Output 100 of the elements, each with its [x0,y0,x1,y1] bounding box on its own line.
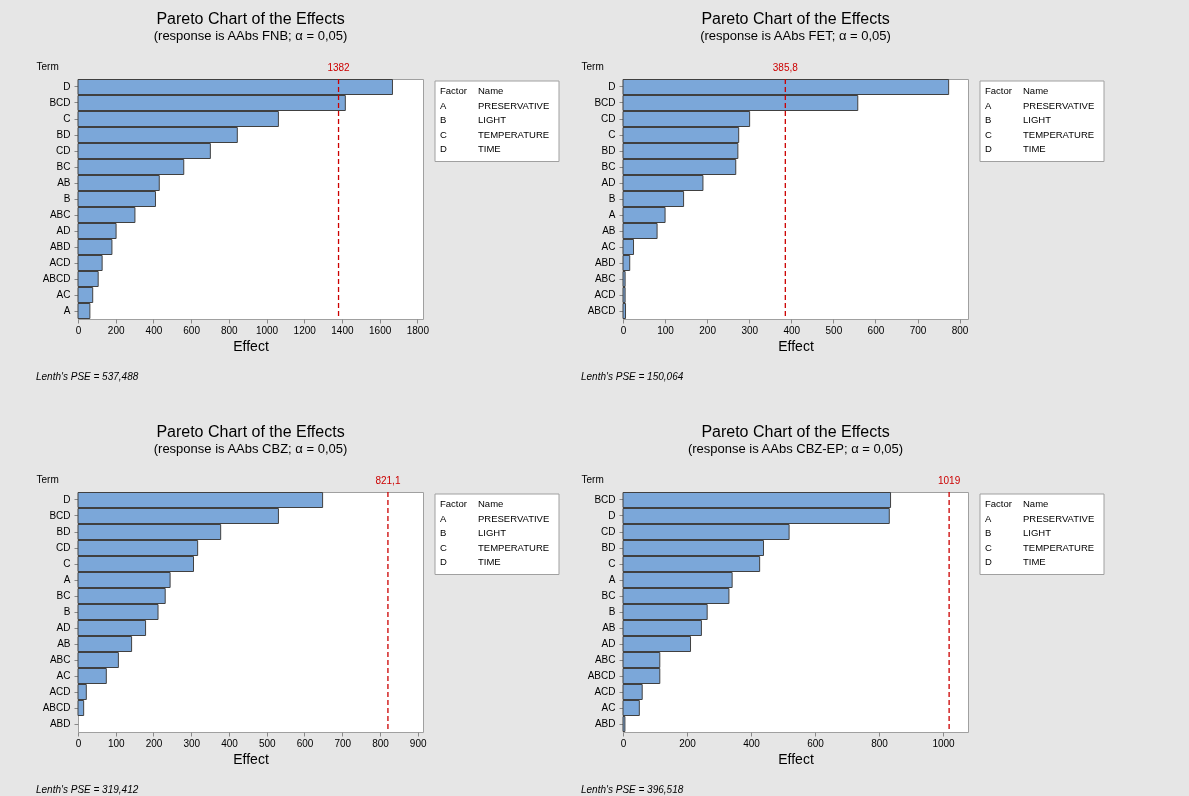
text: TIME [478,143,501,154]
y-axis-title: Term [36,473,59,485]
text: Lenth's PSE = 150,064 [581,371,684,382]
text: TEMPERATURE [478,541,550,553]
y-tick-label: ABD [594,257,616,268]
x-tick-label: 400 [145,324,163,336]
text: A [985,512,992,524]
y-tick-label: A [63,305,71,316]
y-tick-label: BCD [49,510,71,521]
y-tick-label: ABD [594,718,616,729]
y-tick-label: CD [601,526,616,537]
x-tick-label: 400 [221,737,239,749]
x-tick-label: 0 [620,737,627,749]
y-tick-label: D [608,510,616,521]
ref-line-label: 821,1 [375,475,401,486]
text: C [985,541,992,553]
y-tick-label: ABC [49,654,71,665]
text: Factor [440,498,467,509]
text: Factor [985,498,1012,509]
y-tick-label: AD [601,177,616,188]
y-tick-label: CD [56,145,71,156]
x-tick-label: 700 [909,324,927,336]
y-tick-label: A [608,209,616,220]
text: B [440,114,447,125]
y-tick-label: ABD [49,241,71,252]
x-tick-label: 300 [183,737,201,749]
y-tick-label: A [63,574,71,585]
x-axis-title: Effect [778,750,814,767]
x-tick-label: 800 [372,737,390,749]
text: LIGHT [1023,114,1052,125]
y-tick-label: D [63,81,71,92]
y-tick-label: CD [601,113,616,124]
y-tick-label: CD [56,542,71,553]
x-tick-label: 1200 [293,324,317,336]
text: B [985,527,992,538]
x-tick-label: 700 [334,737,352,749]
y-tick-label: AB [602,622,616,633]
y-tick-label: ABCD [42,273,71,284]
y-tick-label: A [608,574,616,585]
text: TEMPERATURE [1023,128,1095,140]
x-tick-label: 800 [220,324,239,336]
text: Name [478,498,504,509]
text: TIME [1023,556,1046,567]
x-tick-label: 200 [145,737,163,749]
y-tick-label: BCD [594,494,616,505]
text: A [440,99,447,111]
text: B [440,527,447,538]
x-tick-label: 500 [825,324,843,336]
text: D [440,143,447,154]
x-tick-label: 1000 [932,737,956,749]
y-tick-label: ABCD [42,702,71,713]
text: Lenth's PSE = 319,412 [36,784,139,795]
y-tick-label: ABC [594,273,616,284]
y-tick-label: BD [601,542,616,553]
ref-line-label: 385,8 [772,62,799,73]
y-tick-label: BD [601,145,616,156]
text: TEMPERATURE [1023,541,1095,553]
y-tick-label: B [63,606,71,617]
text: LIGHT [1023,527,1052,538]
y-tick-label: AC [601,702,616,713]
text: Factor [985,85,1012,96]
y-tick-label: ABD [49,718,71,729]
x-tick-label: 1400 [331,324,354,336]
text: C [440,541,447,553]
x-tick-label: 1000 [255,324,279,336]
text: A [440,512,447,524]
x-tick-label: 1800 [406,324,430,336]
chart-title: Pareto Chart of the Effects [701,423,890,440]
y-tick-label: AC [56,289,71,300]
x-tick-label: 800 [871,737,889,749]
y-tick-label: AC [601,241,616,252]
y-tick-label: ABC [49,209,71,220]
y-tick-label: BD [56,526,71,537]
text: TIME [1023,143,1046,154]
text: C [440,128,447,140]
y-tick-label: AB [602,225,616,236]
y-tick-label: BC [56,590,71,601]
y-tick-label: AB [57,177,71,188]
x-axis-title: Effect [778,337,814,354]
y-tick-label: AC [56,670,71,681]
x-tick-label: 600 [183,324,201,336]
chart-title: Pareto Chart of the Effects [701,10,890,27]
y-tick-label: ACD [49,686,71,697]
y-tick-label: B [63,193,71,204]
y-axis-title: Term [581,473,604,485]
y-tick-label: ABCD [587,670,616,681]
chart-subtitle: (response is AAbs CBZ-EP; α = 0,05) [687,441,904,456]
y-tick-label: ACD [594,686,616,697]
text: Name [1023,498,1049,509]
x-tick-label: 500 [258,737,277,749]
text: PRESERVATIVE [478,512,550,524]
chart-title: Pareto Chart of the Effects [156,10,345,27]
y-tick-label: BCD [594,97,616,108]
text: Lenth's PSE = 537,488 [36,371,139,382]
y-tick-label: ACD [594,289,616,300]
text: Name [478,85,504,96]
text: Name [1023,85,1049,96]
chart-title: Pareto Chart of the Effects [156,423,345,440]
text: D [985,143,992,154]
x-tick-label: 0 [75,737,82,749]
